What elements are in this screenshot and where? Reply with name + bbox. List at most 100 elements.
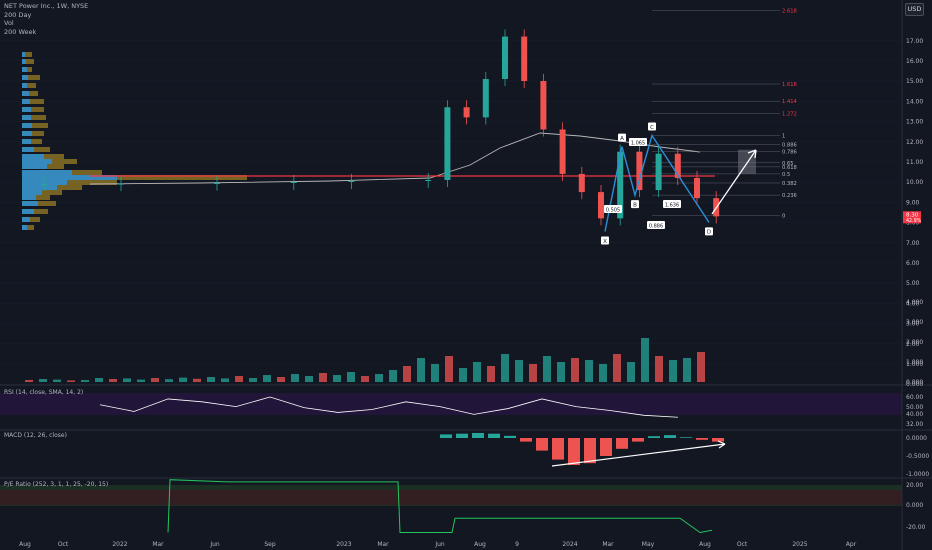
volume-bar: [655, 356, 663, 382]
last-price-label: 8.30: [906, 212, 919, 218]
volume-profile-bar: [22, 217, 30, 222]
macd-tick-label: -0.5000: [906, 453, 929, 460]
volume-bar: [501, 354, 509, 382]
volume-bar: [571, 358, 579, 382]
candle-body: [598, 192, 604, 219]
pattern-ratio-box: [663, 200, 681, 208]
projection-arrow: [711, 149, 757, 215]
pattern-point-box: [648, 122, 656, 131]
volume-bar: [235, 376, 243, 382]
volume-profile-bar: [22, 217, 40, 222]
volume-bar: [53, 379, 61, 382]
chart-title: NET Power Inc., 1W, NYSE: [4, 2, 89, 10]
pattern-ratio-box: [647, 221, 665, 229]
volume-bar: [319, 373, 327, 382]
projection-arrowhead: [747, 149, 757, 159]
volume-profile-bar: [22, 154, 44, 159]
macd-histogram-bar: [632, 438, 644, 442]
fib-level-label: 0.65: [782, 161, 794, 167]
volume-bar: [375, 374, 383, 382]
candle-body: [425, 179, 432, 181]
pattern-point-label: A: [620, 136, 624, 142]
pattern-point-box: [631, 200, 639, 209]
time-tick-label: Aug: [699, 541, 711, 548]
price-tick-label: 11.00: [906, 159, 923, 166]
time-tick-label: Jun: [434, 541, 445, 548]
volume-profile-bar: [22, 175, 117, 180]
candle-body: [482, 78, 489, 118]
pe-tick-label: 0.000: [906, 502, 923, 509]
volume-profile-bar: [22, 75, 28, 80]
fib-level-label: 0: [782, 213, 785, 219]
volume-profile-bar: [22, 225, 34, 230]
volume-bar: [305, 376, 313, 382]
legend-indicator-3: Vol: [4, 19, 14, 28]
rsi-band: [0, 393, 902, 415]
pattern-ratio-box: [604, 205, 622, 213]
volume-profile-bar: [22, 52, 25, 57]
fib-level-label: 0.886: [782, 143, 797, 149]
volume-bar: [529, 364, 537, 382]
volume-profile-bar: [22, 131, 32, 136]
candle-body: [41, 184, 48, 186]
volume-profile-bar: [22, 170, 72, 175]
time-tick-label: Oct: [58, 541, 69, 548]
macd-tick-label: 0.0000: [906, 435, 927, 442]
candle-body: [694, 177, 700, 199]
harmonic-pattern-line: [604, 133, 710, 232]
candle-body: [502, 36, 508, 79]
pattern-point-label: X: [603, 239, 607, 245]
time-tick-label: Oct: [737, 541, 748, 548]
fib-level-label: 1.272: [782, 111, 797, 117]
macd-arrowhead: [717, 440, 726, 449]
pattern-point-label: D: [707, 230, 711, 236]
fib-level-label: 2.618: [782, 8, 797, 14]
volume-bar: [599, 364, 607, 382]
volume-bar: [445, 356, 453, 382]
macd-histogram-bar: [440, 434, 452, 438]
chart-legend: NET Power Inc., 1W, NYSE 200 Day Vol 200…: [4, 2, 88, 36]
time-tick-label: 9: [515, 541, 519, 548]
fib-level-label: 0.236: [782, 193, 797, 199]
volume-profile-bar: [22, 201, 38, 206]
volume-bar: [67, 380, 75, 382]
volume-bar: [697, 352, 705, 382]
pe-tick-label: 20.00: [906, 482, 923, 489]
volume-profile-bar: [22, 164, 47, 169]
time-tick-label: Mar: [602, 541, 614, 548]
price-tick-label: 9.00: [906, 199, 920, 206]
volume-bar: [123, 378, 131, 382]
rsi-tick-label: 50.00: [906, 404, 923, 411]
volume-profile-bar: [22, 185, 57, 190]
volume-bar: [487, 366, 495, 382]
volume-profile-bar: [22, 123, 48, 128]
volume-profile-bar: [22, 59, 34, 64]
volume-profile-bar: [22, 180, 117, 185]
volume-bar: [165, 379, 173, 382]
volume-bar: [431, 364, 439, 382]
pattern-ratio-label: 0.505: [606, 207, 620, 213]
macd-histogram-bar: [536, 438, 548, 451]
fib-level-label: 1.618: [782, 82, 797, 88]
fib-level-label: 0.618: [782, 165, 797, 171]
currency-button[interactable]: USD: [905, 3, 924, 16]
macd-histogram-bar: [584, 438, 596, 464]
volume-tick-label: 1.000: [906, 359, 923, 366]
volume-bar: [277, 377, 285, 382]
time-tick-label: 2023: [336, 541, 351, 548]
volume-profile-bar: [22, 201, 56, 206]
legend-indicator-1: 200 Day: [4, 10, 32, 19]
candle-body: [559, 129, 566, 174]
volume-bar: [627, 362, 635, 382]
volume-profile-bar: [22, 91, 38, 96]
price-tick-label: 14.00: [906, 98, 923, 105]
macd-trend-arrow: [551, 443, 726, 467]
macd-tick-label: -1.0000: [906, 471, 929, 478]
volume-profile-bar: [22, 75, 40, 80]
price-tick-label: 0.000: [906, 381, 923, 388]
volume-bar: [193, 378, 201, 382]
volume-bar: [347, 372, 355, 382]
volume-bar: [81, 380, 89, 382]
time-tick-label: Aug: [19, 541, 31, 548]
